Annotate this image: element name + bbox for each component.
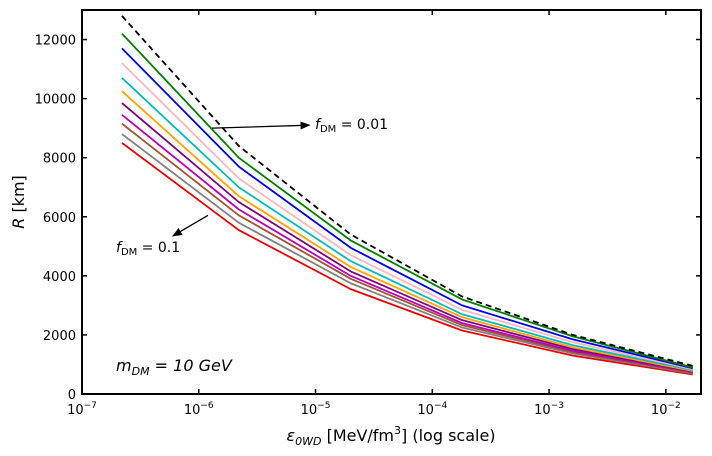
series-line-orange [121,90,693,372]
y-tick-label: 4000 [43,270,76,285]
y-tick-label: 6000 [43,211,76,226]
y-tick-label: 2000 [43,329,76,344]
annotation-fdm-01: fDM = 0.1 [116,240,180,258]
series-line-brown [121,123,693,374]
series-line-magenta [121,114,693,374]
y-axis-label: R [km] [9,175,28,229]
x-tick-label: 10−7 [67,401,97,418]
x-tick-label: 10−6 [184,401,214,418]
x-axis-label: ε0WD [MeV/fm3] (log scale) [286,424,495,448]
annotation-arrow-fdm-01 [172,214,209,237]
series-line-dashed-reference [121,15,693,367]
x-tick-label: 10−2 [651,401,681,418]
plot-frame [81,9,702,395]
series-line-purple [121,102,693,373]
y-tick-label: 12000 [35,34,76,49]
inset-mass-label: mDM = 10 GeV [116,356,233,378]
y-tick-label: 10000 [35,93,76,108]
series-line-red [121,142,693,376]
series-line-pink [121,62,693,371]
series-line-blue [121,47,693,370]
plot-background [82,10,701,394]
annotation-arrow-fdm-001 [212,121,311,130]
series-line-cyan [121,77,693,371]
x-tick-label: 10−5 [301,401,331,418]
series-line-green [121,33,693,369]
series-line-gray [121,133,693,375]
y-tick-label: 0 [68,388,76,403]
series-layer [121,15,693,376]
tick-layer: 10−7 10−6 10−5 10−4 10−3 10−2 0 2000 4000 6000 800… [35,10,701,418]
y-tick-label: 8000 [43,152,76,167]
annotation-fdm-001: fDM = 0.01 [315,117,388,135]
x-tick-label: 10−3 [534,401,564,418]
x-tick-label: 10−4 [417,401,447,418]
